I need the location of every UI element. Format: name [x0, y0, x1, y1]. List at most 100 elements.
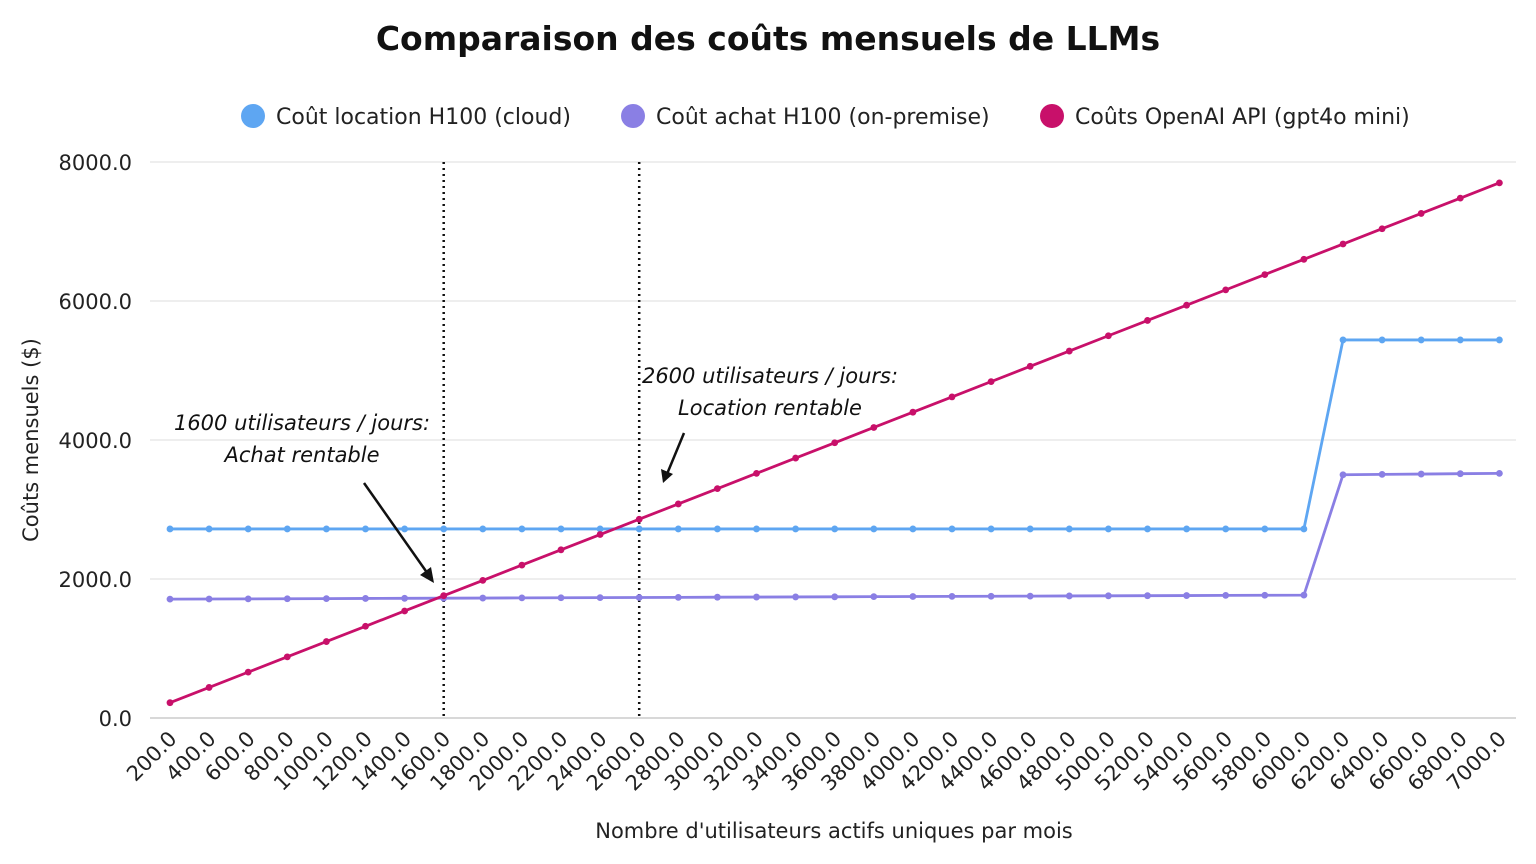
- data-point: [753, 525, 760, 533]
- data-point: [1222, 525, 1230, 533]
- data-point: [1378, 336, 1386, 344]
- data-point: [479, 576, 487, 584]
- data-point: [831, 525, 839, 533]
- data-point: [1261, 271, 1269, 278]
- annotation-purchase-line1: 1600 utilisateurs / jours:: [174, 411, 430, 435]
- data-point: [635, 525, 643, 533]
- data-point: [635, 594, 643, 601]
- data-point: [557, 525, 565, 533]
- data-point: [1144, 592, 1151, 600]
- data-point: [753, 469, 760, 477]
- annotation-rental: 2600 utilisateurs / jours: Location rent…: [642, 364, 898, 483]
- data-point: [1183, 301, 1190, 309]
- data-point: [1026, 525, 1034, 533]
- data-point: [1378, 471, 1386, 478]
- series-0: [166, 336, 1503, 533]
- data-point: [166, 525, 174, 533]
- y-tick-label: 6000.0: [59, 290, 132, 314]
- data-point: [909, 525, 917, 533]
- data-point: [714, 525, 721, 533]
- data-point: [557, 594, 565, 602]
- legend-item-openai: Coûts OpenAI API (gpt4o mini): [1040, 104, 1410, 130]
- data-point: [166, 595, 174, 603]
- data-point: [1378, 225, 1386, 233]
- data-point: [831, 439, 839, 447]
- data-point: [1222, 286, 1230, 294]
- data-point: [362, 622, 369, 630]
- data-point: [596, 594, 604, 602]
- data-point: [674, 525, 682, 533]
- data-point: [1300, 525, 1308, 533]
- data-point: [401, 607, 408, 615]
- y-axis-label: Coûts mensuels ($): [19, 338, 43, 542]
- legend-swatch-openai: [1040, 104, 1064, 128]
- data-point: [792, 454, 799, 462]
- data-point: [1496, 179, 1503, 187]
- data-point: [283, 525, 291, 533]
- data-point: [596, 525, 604, 533]
- data-point: [1026, 592, 1034, 600]
- data-point: [1105, 525, 1112, 533]
- data-point: [518, 594, 526, 602]
- data-point: [1222, 592, 1230, 599]
- y-tick-label: 4000.0: [59, 429, 132, 453]
- data-point: [323, 638, 330, 645]
- data-point: [674, 500, 682, 508]
- data-point: [948, 525, 956, 533]
- data-point: [244, 525, 252, 533]
- data-point: [440, 525, 448, 533]
- data-point: [1300, 255, 1308, 263]
- data-point: [870, 525, 878, 533]
- data-point: [792, 525, 799, 533]
- data-point: [1026, 362, 1034, 370]
- data-point: [948, 393, 956, 401]
- data-point: [1105, 332, 1112, 340]
- series-1: [166, 469, 1503, 603]
- annotation-rental-line2: Location rentable: [678, 396, 862, 420]
- data-point: [1417, 470, 1425, 478]
- y-tick-label: 8000.0: [59, 151, 132, 175]
- data-point: [1339, 336, 1347, 344]
- data-point: [1417, 210, 1425, 217]
- data-point: [987, 525, 995, 533]
- data-point: [831, 593, 839, 601]
- data-point: [244, 668, 252, 676]
- data-point: [1144, 525, 1151, 533]
- data-point: [987, 378, 995, 386]
- y-tick-label: 0.0: [99, 707, 132, 731]
- data-point: [909, 593, 917, 600]
- x-tick-labels: 200.0400.0600.0800.01000.01200.01400.016…: [122, 727, 1511, 796]
- data-point: [479, 594, 487, 602]
- annotation-rental-arrow: [665, 432, 686, 475]
- legend-item-cloud: Coût location H100 (cloud): [241, 104, 571, 130]
- data-point: [479, 525, 487, 533]
- data-point: [1065, 525, 1073, 533]
- data-point: [987, 592, 995, 600]
- data-point: [440, 592, 448, 600]
- data-point: [1183, 525, 1190, 533]
- data-point: [714, 593, 721, 601]
- data-point: [948, 592, 956, 600]
- data-point: [1105, 592, 1112, 600]
- threshold-lines: [442, 162, 641, 718]
- data-point: [1183, 592, 1190, 599]
- data-point: [870, 593, 878, 601]
- data-point: [518, 525, 526, 533]
- annotation-purchase-arrow: [362, 482, 430, 575]
- data-point: [1417, 336, 1425, 344]
- data-point: [674, 593, 682, 601]
- data-point: [1456, 336, 1464, 344]
- data-point: [1456, 470, 1464, 478]
- data-point: [283, 653, 291, 661]
- data-point: [205, 684, 213, 691]
- data-point: [1300, 591, 1308, 599]
- legend-label-onpremise: Coût achat H100 (on-premise): [656, 105, 990, 130]
- data-point: [557, 546, 565, 554]
- data-point: [166, 699, 174, 707]
- legend-swatch-onpremise: [621, 104, 645, 128]
- legend-item-onpremise: Coût achat H100 (on-premise): [621, 104, 990, 130]
- annotation-rental-arrowhead: [661, 469, 673, 483]
- data-point: [753, 593, 760, 601]
- data-point: [1261, 591, 1269, 599]
